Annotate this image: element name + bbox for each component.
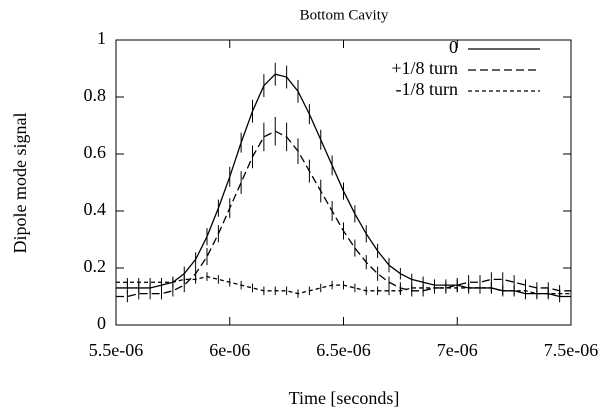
- x-tick-label: 6.5e-06: [316, 340, 370, 360]
- y-tick-label: 0.6: [84, 142, 107, 162]
- legend-label: +1/8 turn: [391, 58, 458, 78]
- y-axis-label: Dipole mode signal: [10, 113, 30, 254]
- y-tick-label: 0.4: [84, 199, 107, 219]
- x-axis-label: Time [seconds]: [289, 388, 400, 408]
- y-tick-label: 0.2: [84, 256, 107, 276]
- chart-title: Bottom Cavity: [300, 7, 389, 23]
- x-tick-label: 7.5e-06: [544, 340, 598, 360]
- legend-label: 0: [449, 37, 458, 57]
- legend-label: -1/8 turn: [396, 79, 459, 99]
- y-tick-label: 0: [97, 313, 106, 333]
- x-tick-label: 5.5e-06: [89, 340, 143, 360]
- x-tick-label: 6e-06: [209, 340, 250, 360]
- y-tick-label: 1: [97, 28, 106, 48]
- x-tick-label: 7e-06: [437, 340, 478, 360]
- y-tick-label: 0.8: [84, 85, 107, 105]
